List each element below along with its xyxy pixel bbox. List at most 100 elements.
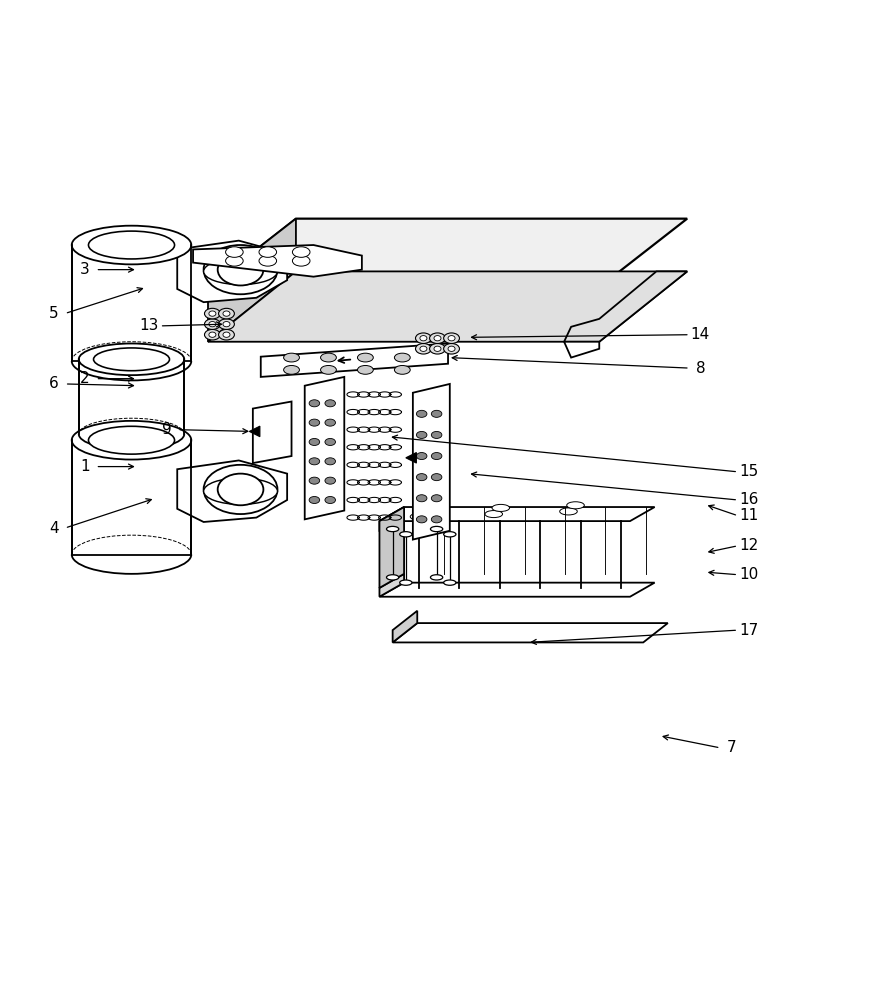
Ellipse shape: [259, 256, 277, 266]
Polygon shape: [304, 377, 344, 519]
Ellipse shape: [386, 526, 399, 532]
Ellipse shape: [93, 348, 169, 371]
Ellipse shape: [444, 333, 460, 343]
Ellipse shape: [204, 465, 278, 514]
Ellipse shape: [430, 333, 445, 343]
Ellipse shape: [485, 511, 503, 518]
Ellipse shape: [209, 332, 216, 337]
Polygon shape: [379, 507, 654, 521]
Ellipse shape: [431, 453, 442, 460]
Text: 14: 14: [691, 327, 710, 342]
Text: 8: 8: [696, 361, 706, 376]
Ellipse shape: [444, 532, 456, 537]
Polygon shape: [564, 342, 599, 358]
Polygon shape: [208, 271, 687, 342]
Ellipse shape: [325, 496, 335, 504]
Ellipse shape: [219, 329, 235, 340]
Text: 2: 2: [80, 371, 90, 386]
Polygon shape: [71, 245, 191, 361]
Ellipse shape: [420, 336, 427, 341]
Ellipse shape: [293, 247, 310, 257]
Ellipse shape: [293, 256, 310, 266]
Ellipse shape: [284, 353, 300, 362]
Ellipse shape: [209, 311, 216, 316]
Text: 16: 16: [739, 492, 759, 508]
Ellipse shape: [448, 346, 455, 351]
Polygon shape: [379, 507, 404, 588]
Polygon shape: [379, 574, 404, 597]
Ellipse shape: [219, 319, 235, 329]
Text: 10: 10: [739, 567, 759, 582]
Ellipse shape: [309, 496, 319, 504]
Ellipse shape: [416, 431, 427, 438]
Ellipse shape: [430, 575, 443, 580]
Ellipse shape: [357, 365, 373, 374]
Ellipse shape: [259, 247, 277, 257]
Ellipse shape: [226, 256, 243, 266]
Polygon shape: [177, 460, 288, 522]
Text: 12: 12: [739, 538, 759, 553]
Ellipse shape: [325, 477, 335, 484]
Ellipse shape: [415, 333, 431, 343]
Ellipse shape: [205, 329, 220, 340]
Ellipse shape: [416, 453, 427, 460]
Ellipse shape: [309, 438, 319, 445]
Ellipse shape: [223, 311, 230, 316]
Text: 13: 13: [139, 318, 159, 333]
Text: 11: 11: [739, 508, 759, 523]
Ellipse shape: [219, 308, 235, 319]
Ellipse shape: [209, 322, 216, 327]
Polygon shape: [71, 440, 191, 555]
Polygon shape: [250, 426, 260, 437]
Ellipse shape: [492, 504, 510, 511]
Ellipse shape: [394, 365, 410, 374]
Ellipse shape: [223, 332, 230, 337]
Ellipse shape: [416, 410, 427, 417]
Polygon shape: [208, 219, 687, 287]
Ellipse shape: [444, 580, 456, 585]
Ellipse shape: [309, 458, 319, 465]
Polygon shape: [253, 402, 292, 463]
Ellipse shape: [416, 516, 427, 523]
Polygon shape: [413, 384, 450, 540]
Ellipse shape: [357, 353, 373, 362]
Polygon shape: [177, 241, 288, 302]
Ellipse shape: [218, 254, 264, 285]
Ellipse shape: [448, 336, 455, 341]
Ellipse shape: [325, 400, 335, 407]
Ellipse shape: [386, 575, 399, 580]
Ellipse shape: [223, 322, 230, 327]
Ellipse shape: [320, 353, 336, 362]
Ellipse shape: [78, 343, 184, 375]
Ellipse shape: [205, 319, 220, 329]
Ellipse shape: [420, 346, 427, 351]
Ellipse shape: [88, 231, 175, 259]
Polygon shape: [406, 453, 416, 463]
Text: 4: 4: [49, 521, 59, 536]
Text: 6: 6: [49, 376, 59, 391]
Text: 3: 3: [80, 262, 90, 277]
Text: 9: 9: [161, 422, 172, 437]
Ellipse shape: [394, 353, 410, 362]
Ellipse shape: [226, 247, 243, 257]
Ellipse shape: [204, 258, 278, 285]
Text: 17: 17: [739, 623, 759, 638]
Ellipse shape: [431, 474, 442, 481]
Ellipse shape: [71, 421, 191, 460]
Ellipse shape: [309, 419, 319, 426]
Ellipse shape: [309, 477, 319, 484]
Ellipse shape: [218, 474, 264, 505]
Ellipse shape: [320, 365, 336, 374]
Ellipse shape: [431, 516, 442, 523]
Ellipse shape: [204, 245, 278, 294]
Polygon shape: [392, 611, 417, 642]
Text: 7: 7: [727, 740, 736, 755]
Polygon shape: [78, 359, 184, 434]
Ellipse shape: [430, 343, 445, 354]
Text: 5: 5: [49, 306, 59, 321]
Ellipse shape: [410, 513, 428, 520]
Ellipse shape: [284, 365, 300, 374]
Ellipse shape: [431, 410, 442, 417]
Ellipse shape: [416, 474, 427, 481]
Ellipse shape: [567, 502, 584, 509]
